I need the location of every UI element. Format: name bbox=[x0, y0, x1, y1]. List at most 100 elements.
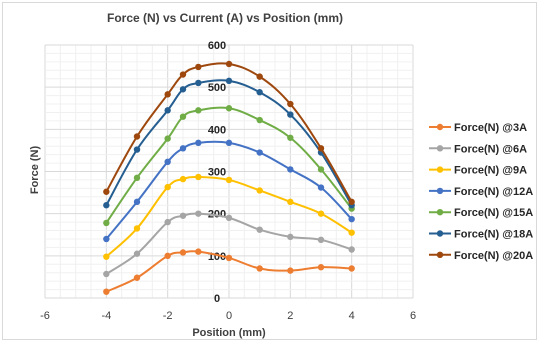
legend-label: Force(N) @6A bbox=[454, 143, 527, 155]
data-point bbox=[164, 218, 171, 226]
data-point bbox=[133, 225, 141, 232]
series-4 bbox=[103, 139, 355, 243]
legend: Force(N) @3A Force(N) @6A Force(N) @9A Forc… bbox=[429, 122, 533, 262]
data-point bbox=[317, 145, 325, 152]
data-point bbox=[179, 71, 187, 78]
legend-marker bbox=[436, 251, 444, 258]
data-point bbox=[195, 248, 202, 255]
legend-marker bbox=[436, 145, 444, 152]
legend-label: Force(N) @15A bbox=[454, 207, 533, 219]
chart-title: Force (N) vs Current (A) vs Position (mm… bbox=[107, 11, 343, 25]
data-point bbox=[287, 100, 294, 108]
data-point bbox=[287, 111, 294, 118]
x-axis-title: Position (mm) bbox=[192, 327, 266, 339]
data-point bbox=[133, 198, 141, 206]
series-5 bbox=[103, 105, 355, 227]
x-tick-label: -2 bbox=[163, 310, 173, 322]
data-point bbox=[164, 91, 171, 98]
data-point bbox=[164, 158, 171, 166]
legend-item: Force(N) @15A bbox=[429, 207, 533, 219]
data-point bbox=[179, 175, 187, 183]
data-point bbox=[133, 174, 141, 182]
series-7 bbox=[103, 60, 355, 206]
x-tick-label: 6 bbox=[410, 310, 416, 322]
series-3 bbox=[103, 173, 355, 260]
data-point bbox=[348, 198, 355, 206]
series-line bbox=[105, 140, 353, 240]
data-point bbox=[179, 145, 187, 152]
data-point bbox=[225, 77, 233, 85]
data-point bbox=[103, 219, 110, 227]
data-point bbox=[133, 250, 141, 257]
data-point bbox=[164, 252, 171, 260]
data-point bbox=[348, 265, 355, 272]
data-point bbox=[256, 89, 263, 96]
data-point bbox=[225, 176, 233, 184]
data-point bbox=[133, 133, 141, 140]
data-point bbox=[317, 184, 325, 191]
data-point bbox=[103, 288, 110, 295]
legend-item: Force(N) @20A bbox=[429, 250, 533, 262]
series-line bbox=[105, 250, 352, 293]
data-point bbox=[179, 249, 187, 256]
data-point bbox=[164, 183, 171, 191]
data-point bbox=[225, 214, 233, 222]
legend-label: Force(N) @20A bbox=[454, 250, 533, 262]
data-point bbox=[317, 210, 325, 217]
data-point bbox=[195, 107, 202, 114]
y-axis-title: Force (N) bbox=[29, 146, 41, 195]
data-point bbox=[348, 215, 355, 223]
data-point bbox=[133, 274, 141, 281]
data-point bbox=[103, 235, 110, 243]
series-line bbox=[105, 175, 353, 258]
data-point bbox=[195, 63, 202, 71]
data-point bbox=[348, 246, 355, 253]
legend-marker bbox=[436, 123, 444, 131]
legend-marker bbox=[436, 166, 444, 173]
data-point bbox=[195, 173, 202, 181]
data-point bbox=[195, 79, 202, 87]
data-point bbox=[256, 187, 263, 194]
y-tick-label: 500 bbox=[208, 82, 226, 94]
x-tick-label: 4 bbox=[349, 310, 355, 322]
legend-label: Force(N) @9A bbox=[454, 165, 527, 177]
data-point bbox=[103, 270, 110, 278]
data-point bbox=[256, 116, 263, 124]
data-point bbox=[287, 267, 294, 274]
series-2 bbox=[103, 210, 355, 278]
data-point bbox=[179, 86, 187, 93]
data-point bbox=[225, 60, 233, 68]
data-point bbox=[103, 188, 110, 195]
legend-item: Force(N) @9A bbox=[429, 165, 527, 177]
data-point bbox=[287, 198, 294, 206]
data-point bbox=[164, 107, 171, 114]
data-point bbox=[179, 212, 187, 219]
data-point bbox=[287, 166, 294, 173]
legend-item: Force(N) @6A bbox=[429, 143, 527, 155]
legend-label: Force(N) @18A bbox=[454, 229, 533, 241]
series-line bbox=[105, 212, 352, 275]
data-point bbox=[256, 149, 263, 156]
y-tick-label: 300 bbox=[208, 167, 226, 179]
data-point bbox=[287, 233, 294, 241]
data-point bbox=[225, 105, 233, 112]
data-point bbox=[179, 113, 187, 120]
series-layer bbox=[103, 60, 355, 295]
legend-item: Force(N) @18A bbox=[429, 229, 533, 241]
series-1 bbox=[103, 248, 355, 295]
data-point bbox=[317, 236, 325, 244]
x-tick-label: -4 bbox=[101, 310, 111, 322]
data-point bbox=[348, 229, 355, 236]
series-line bbox=[105, 62, 353, 203]
y-tick-label: 0 bbox=[214, 293, 220, 305]
data-point bbox=[225, 139, 233, 147]
data-point bbox=[103, 202, 110, 209]
y-tick-label: 400 bbox=[208, 124, 226, 136]
data-point bbox=[287, 134, 294, 141]
data-point bbox=[195, 210, 202, 217]
legend-marker bbox=[436, 230, 444, 237]
data-point bbox=[317, 264, 325, 271]
legend-label: Force(N) @12A bbox=[454, 186, 533, 198]
data-point bbox=[256, 226, 263, 233]
